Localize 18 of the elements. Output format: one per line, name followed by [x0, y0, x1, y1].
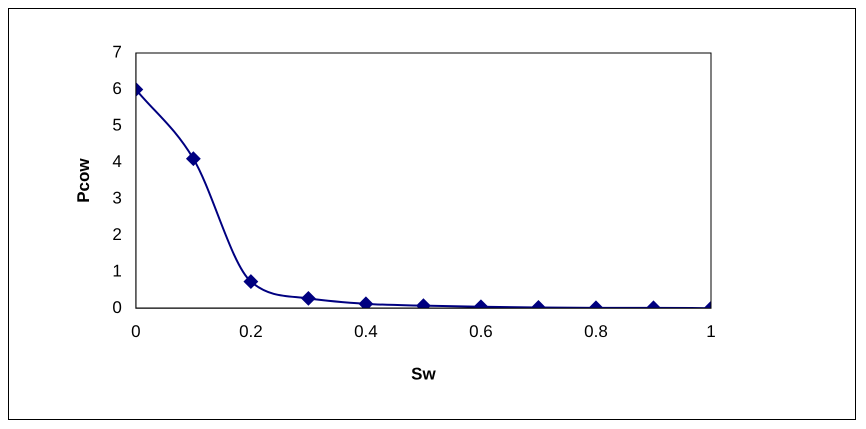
- y-tick-label: 1: [112, 261, 122, 280]
- x-tick-label: 1: [706, 322, 716, 342]
- x-tick-label: 0.2: [239, 322, 263, 342]
- y-tick-label: 3: [112, 188, 122, 208]
- x-axis-title: Sw: [411, 364, 436, 384]
- x-tick-label: 0.6: [469, 322, 493, 342]
- y-tick-label: 0: [112, 298, 122, 317]
- point: [186, 152, 200, 166]
- point: [358, 296, 373, 308]
- y-tick-label: 6: [112, 79, 122, 98]
- y-tick-label: 5: [112, 116, 122, 135]
- y-axis-title: Pcow: [74, 158, 93, 203]
- x-tick-label: 0: [131, 322, 141, 342]
- x-tick-label: 0.8: [584, 322, 608, 342]
- y-tick-label: 7: [112, 42, 122, 62]
- y-tick-label: 4: [112, 152, 122, 172]
- y-tick-label: 2: [112, 224, 122, 244]
- x-tick-label: 0.4: [354, 322, 378, 342]
